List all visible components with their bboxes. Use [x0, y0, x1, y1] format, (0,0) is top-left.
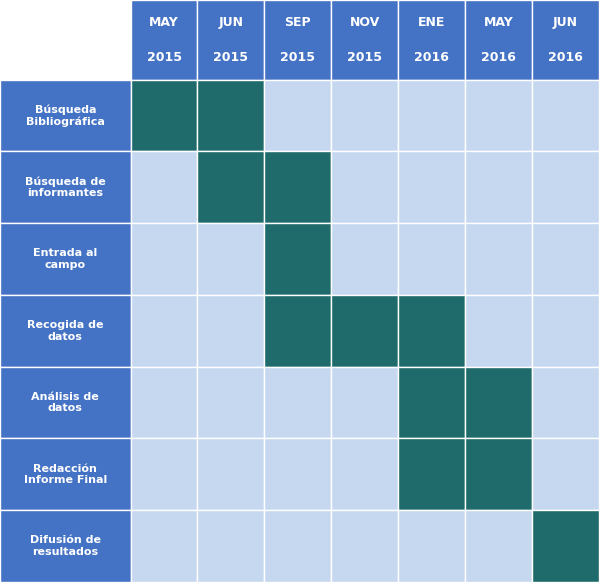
Bar	[198, 0, 264, 80]
Text: Entrada al
campo: Entrada al campo	[33, 249, 98, 270]
Text: 2015: 2015	[213, 51, 249, 64]
Text: 2015: 2015	[147, 51, 181, 64]
Bar	[331, 367, 398, 438]
Bar	[264, 295, 331, 367]
Bar	[465, 367, 532, 438]
Bar	[532, 151, 599, 223]
Bar	[465, 510, 532, 582]
Text: Búsqueda de
informantes: Búsqueda de informantes	[25, 176, 105, 198]
Bar	[0, 295, 131, 367]
Bar	[465, 223, 532, 295]
Bar	[331, 295, 398, 367]
Bar	[198, 295, 264, 367]
Bar	[0, 510, 131, 582]
Bar	[532, 295, 599, 367]
Bar	[532, 438, 599, 510]
Text: 2016: 2016	[481, 51, 516, 64]
Text: ENE: ENE	[418, 16, 446, 29]
Bar	[532, 510, 599, 582]
Bar	[131, 295, 198, 367]
Bar	[0, 223, 131, 295]
Text: Difusión de
resultados: Difusión de resultados	[30, 535, 101, 557]
Bar	[465, 295, 532, 367]
Bar	[131, 223, 198, 295]
Text: MAY: MAY	[149, 16, 179, 29]
Bar	[264, 438, 331, 510]
Bar	[398, 151, 465, 223]
Bar	[331, 80, 398, 151]
Bar	[398, 367, 465, 438]
Bar	[331, 0, 398, 80]
Bar	[198, 80, 264, 151]
Bar	[264, 80, 331, 151]
Text: SEP: SEP	[285, 16, 311, 29]
Text: 2015: 2015	[280, 51, 316, 64]
Bar	[331, 438, 398, 510]
Bar	[532, 367, 599, 438]
Bar	[264, 223, 331, 295]
Bar	[465, 0, 532, 80]
Bar	[398, 0, 465, 80]
Bar	[398, 223, 465, 295]
Bar	[0, 151, 131, 223]
Bar	[331, 510, 398, 582]
Bar	[331, 151, 398, 223]
Bar	[398, 80, 465, 151]
Bar	[131, 510, 198, 582]
Bar	[198, 438, 264, 510]
Bar	[264, 0, 331, 80]
Bar	[131, 0, 198, 80]
Text: Redacción
Informe Final: Redacción Informe Final	[24, 464, 107, 485]
Bar	[465, 80, 532, 151]
Text: Recogida de
datos: Recogida de datos	[27, 320, 104, 342]
Bar	[398, 295, 465, 367]
Text: Análisis de
datos: Análisis de datos	[31, 392, 99, 413]
Bar	[465, 151, 532, 223]
Bar	[398, 438, 465, 510]
Bar	[0, 80, 131, 151]
Bar	[198, 223, 264, 295]
Bar	[131, 438, 198, 510]
Text: 2016: 2016	[548, 51, 583, 64]
Bar	[264, 367, 331, 438]
Bar	[465, 438, 532, 510]
Text: NOV: NOV	[350, 16, 380, 29]
Text: Búsqueda
Bibliográfica: Búsqueda Bibliográfica	[26, 104, 105, 127]
Bar	[331, 223, 398, 295]
Bar	[532, 223, 599, 295]
Text: JUN: JUN	[553, 16, 578, 29]
Bar	[131, 151, 198, 223]
Bar	[131, 80, 198, 151]
Bar	[0, 438, 131, 510]
Bar	[198, 151, 264, 223]
Bar	[532, 80, 599, 151]
Bar	[264, 151, 331, 223]
Text: JUN: JUN	[219, 16, 243, 29]
Text: 2015: 2015	[347, 51, 382, 64]
Bar	[198, 510, 264, 582]
Text: 2016: 2016	[415, 51, 449, 64]
Bar	[532, 0, 599, 80]
Bar	[264, 510, 331, 582]
Text: MAY: MAY	[484, 16, 513, 29]
Bar	[398, 510, 465, 582]
Bar	[198, 367, 264, 438]
Bar	[131, 367, 198, 438]
Bar	[0, 0, 131, 80]
Bar	[0, 367, 131, 438]
